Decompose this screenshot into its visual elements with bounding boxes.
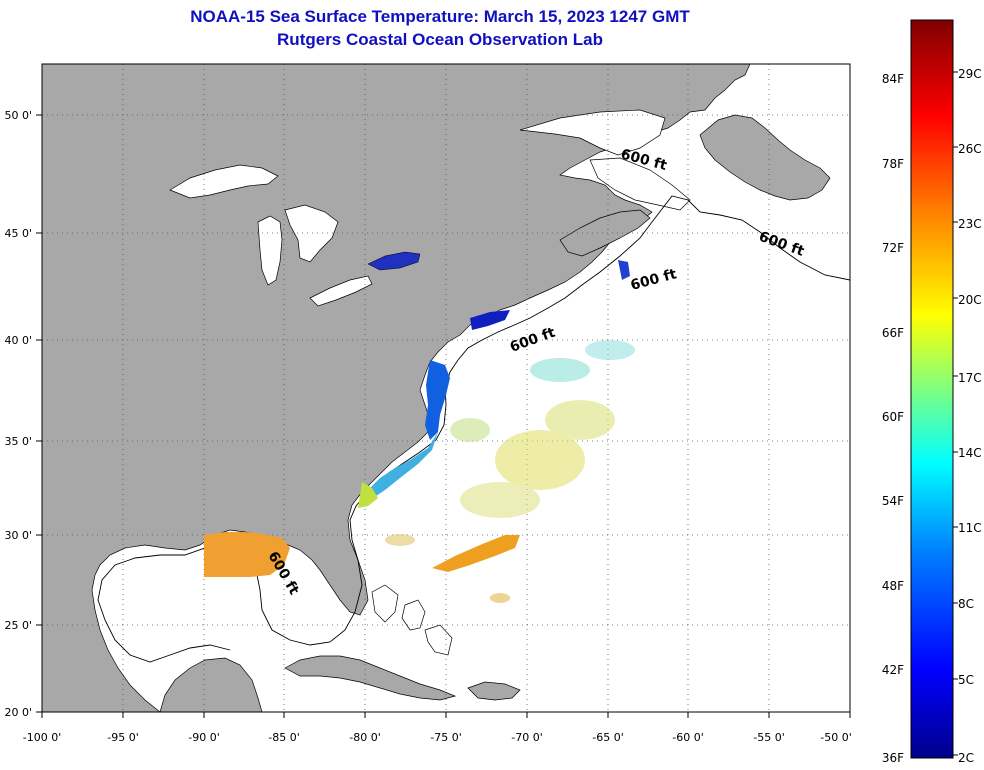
- colorbar-f-label: 54F: [882, 494, 904, 508]
- sst-gulf-stream-warm: [432, 535, 520, 572]
- map-subtitle: Rutgers Coastal Ocean Observation Lab: [277, 30, 603, 49]
- y-axis: [36, 114, 42, 713]
- y-tick-label: 20 0': [4, 706, 32, 719]
- x-tick-label: -80 0': [349, 731, 381, 744]
- x-tick-label: -60 0': [672, 731, 704, 744]
- sst-scattered-offshore: [385, 340, 635, 603]
- lake-huron: [284, 204, 339, 263]
- x-tick-label: -50 0': [820, 731, 852, 744]
- lake-michigan: [257, 215, 283, 286]
- colorbar-f-label: 84F: [882, 72, 904, 86]
- bahamas-banks: [371, 584, 453, 656]
- sst-georgia-coast: [358, 482, 378, 508]
- land-nova-scotia: [559, 209, 651, 257]
- gulf-st-lawrence: [519, 109, 691, 211]
- graticule: [42, 64, 850, 712]
- colorbar-f-label: 78F: [882, 157, 904, 171]
- x-tick-label: -95 0': [107, 731, 139, 744]
- colorbar-c-label: 20C: [958, 293, 982, 307]
- sst-data: [204, 260, 635, 603]
- colorbar-c-label: 11C: [958, 521, 982, 535]
- sst-chesapeake-coast: [425, 360, 450, 440]
- colorbar-c-label: 14C: [958, 446, 982, 460]
- land-hispaniola: [467, 681, 521, 701]
- colorbar-c-label: 5C: [958, 673, 974, 687]
- y-tick-label: 40 0': [4, 334, 32, 347]
- x-tick-label: -65 0': [592, 731, 624, 744]
- sst-gulf-warm: [204, 532, 290, 577]
- colorbar-c-label: 29C: [958, 67, 982, 81]
- y-tick-label: 45 0': [4, 227, 32, 240]
- map-title: NOAA-15 Sea Surface Temperature: March 1…: [190, 7, 690, 26]
- colorbar-c-label: 8C: [958, 597, 974, 611]
- colorbar-c-label: 26C: [958, 142, 982, 156]
- colorbar-f-label: 36F: [882, 751, 904, 765]
- colorbar-f-label: 72F: [882, 241, 904, 255]
- sst-nova-scotia-cold: [618, 260, 630, 280]
- y-tick-label: 25 0': [4, 619, 32, 632]
- colorbar-f-label: 60F: [882, 410, 904, 424]
- x-tick-label: -85 0': [268, 731, 300, 744]
- y-tick-label: 35 0': [4, 435, 32, 448]
- lake-ontario: [367, 251, 421, 271]
- x-tick-label: -90 0': [188, 731, 220, 744]
- colorbar-c-label: 23C: [958, 217, 982, 231]
- colorbar-f-label: 42F: [882, 663, 904, 677]
- x-tick-label: -55 0': [753, 731, 785, 744]
- sst-nj-coast-cold: [470, 310, 510, 330]
- x-tick-label: -100 0': [23, 731, 61, 744]
- y-tick-label: 50 0': [4, 109, 32, 122]
- land-newfoundland: [699, 114, 831, 201]
- x-tick-label: -75 0': [430, 731, 462, 744]
- colorbar-ticks: [953, 71, 958, 756]
- colorbar-c-label: 2C: [958, 751, 974, 765]
- sst-carolina-coast: [362, 432, 438, 500]
- colorbar-f-label: 66F: [882, 326, 904, 340]
- colorbar-c-label: 17C: [958, 371, 982, 385]
- lake-erie: [309, 275, 373, 307]
- x-tick-label: -70 0': [511, 731, 543, 744]
- y-tick-label: 30 0': [4, 529, 32, 542]
- colorbar: [910, 19, 954, 759]
- colorbar-f-label: 48F: [882, 579, 904, 593]
- lake-superior: [169, 164, 279, 199]
- land-cuba: [284, 655, 457, 701]
- x-axis: [41, 712, 851, 718]
- land-yucatan: [159, 657, 263, 712]
